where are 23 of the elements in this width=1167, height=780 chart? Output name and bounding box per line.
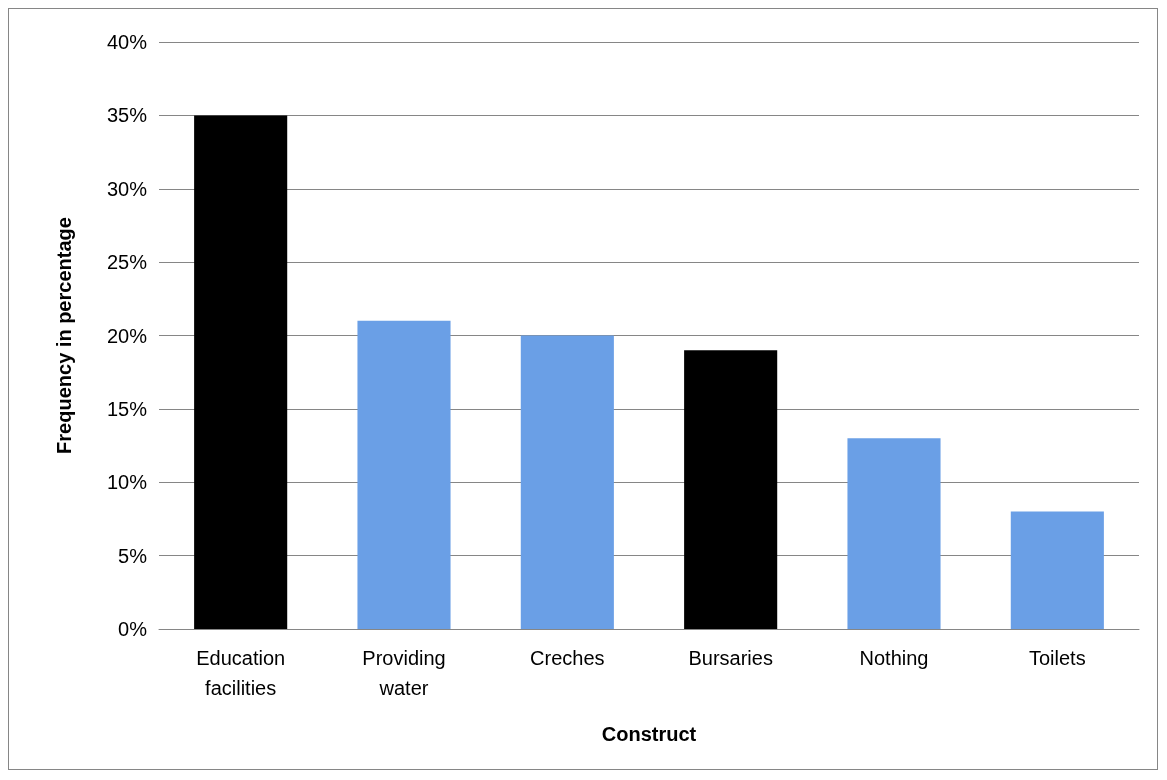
bar <box>194 115 288 629</box>
x-axis-title: Construct <box>601 723 697 745</box>
bar <box>520 335 614 629</box>
x-tick-label: Education facilities <box>196 647 286 699</box>
y-tick-label: 15% <box>106 397 148 420</box>
x-tick-label: Nothing <box>859 647 929 669</box>
y-tick-label: 20% <box>106 324 148 347</box>
y-tick-label: 30% <box>106 177 148 200</box>
x-tick-label: Toilets <box>1028 647 1086 669</box>
y-tick-label: 0% <box>118 618 148 640</box>
y-tick-label: 40% <box>106 31 148 53</box>
y-axis-title: Frequency in percentage <box>53 217 75 454</box>
y-tick-label: 35% <box>106 104 148 127</box>
y-tick-label: 10% <box>106 471 148 494</box>
x-tick-label: Creches <box>530 647 605 669</box>
bar <box>357 320 451 629</box>
y-tick-label: 5% <box>118 544 148 567</box>
x-tick-label: Bursaries <box>688 647 773 669</box>
y-tick-label: 25% <box>106 251 148 274</box>
bar <box>684 350 778 629</box>
x-tick-label: Providing water <box>362 647 446 699</box>
bar <box>847 438 941 629</box>
bar <box>1010 511 1104 629</box>
